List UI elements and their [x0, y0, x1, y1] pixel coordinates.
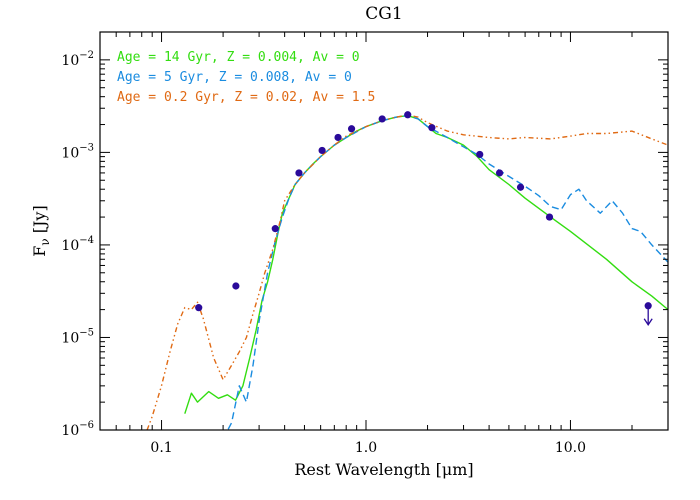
y-tick-exponent: −5: [79, 327, 94, 338]
y-axis-label: Fν [Jy]: [30, 205, 52, 256]
upper-limit-arrow-head: [643, 318, 653, 326]
observation-point-8: [404, 111, 412, 119]
x-axis-label: Rest Wavelength [μm]: [294, 460, 473, 479]
legend-entry-14gyr: Age = 14 Gyr, Z = 0.004, Av = 0: [117, 50, 360, 65]
y-tick-base: 10: [61, 238, 79, 254]
legend-entry-5gyr: Age = 5 Gyr, Z = 0.008, Av = 0: [117, 70, 352, 85]
legend: Age = 14 Gyr, Z = 0.004, Av = 0 Age = 5 …: [117, 50, 375, 105]
observation-point-9: [428, 124, 436, 132]
y-label-main: F: [30, 246, 49, 257]
legend-entry-0.2gyr: Age = 0.2 Gyr, Z = 0.02, Av = 1.5: [117, 90, 375, 105]
y-tick-label: 10−6: [61, 420, 94, 439]
y-label-sub: ν: [38, 238, 52, 245]
y-tick-base: 10: [61, 423, 79, 439]
y-tick-exponent: −6: [79, 420, 94, 431]
y-label-units: [Jy]: [30, 205, 49, 238]
y-tick-base: 10: [61, 53, 79, 69]
chart-title: CG1: [365, 4, 402, 24]
series-line-2: [146, 114, 668, 430]
tick-labels: 0.1 1.0 10.010−610−510−410−310−2: [61, 50, 586, 456]
series-layer: [146, 114, 668, 430]
observations-layer: [195, 111, 653, 326]
observation-point-0: [195, 304, 203, 312]
x-tick-label: 1.0: [355, 440, 377, 456]
observation-point-5: [334, 133, 342, 142]
x-tick-label: 0.1: [150, 440, 172, 456]
ticks-layer: [99, 31, 669, 431]
observation-point-11: [495, 169, 504, 177]
observation-point-12: [516, 183, 525, 191]
y-tick-base: 10: [61, 145, 79, 161]
y-tick-label: 10−2: [61, 50, 94, 69]
y-tick-exponent: −4: [79, 235, 94, 246]
y-tick-label: 10−4: [61, 235, 94, 254]
y-tick-exponent: −3: [79, 142, 94, 153]
observation-point-3: [295, 169, 303, 177]
series-line-0: [184, 114, 668, 414]
observation-point-4: [318, 146, 326, 155]
observation-point-7: [378, 115, 386, 123]
observation-point-10: [476, 150, 484, 159]
y-tick-base: 10: [61, 330, 79, 346]
x-tick-label: 10.0: [555, 440, 586, 456]
y-tick-exponent: −2: [79, 50, 94, 61]
series-line-1: [227, 114, 668, 430]
y-tick-label: 10−5: [61, 327, 94, 346]
y-tick-label: 10−3: [61, 142, 94, 161]
observation-point-13: [545, 213, 554, 221]
observation-point-6: [347, 125, 356, 133]
plot-frame: [99, 31, 669, 431]
observation-point-2: [271, 225, 279, 233]
observation-point-1: [232, 282, 240, 290]
